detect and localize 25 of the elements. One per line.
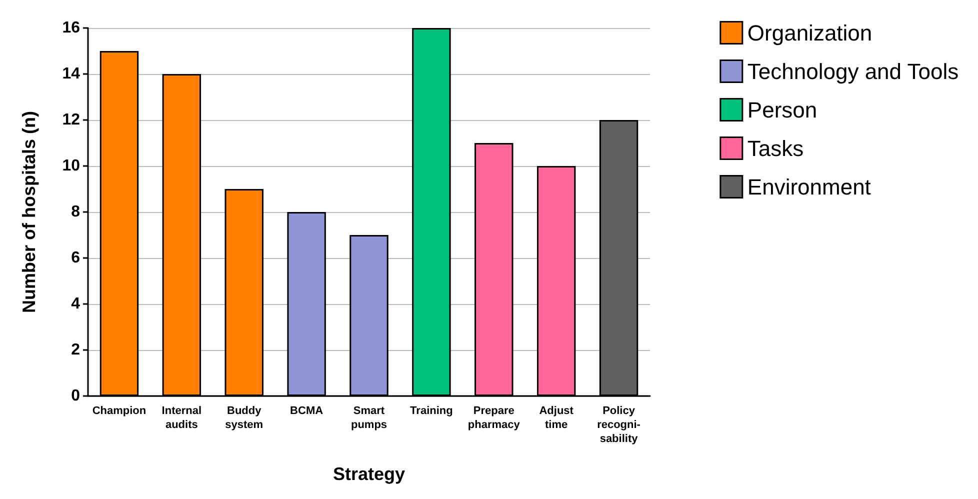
legend-label: Organization bbox=[747, 20, 872, 46]
y-axis-title: Number of hospitals (n) bbox=[19, 110, 39, 313]
y-tick-label: 12 bbox=[62, 112, 80, 128]
x-tick-label: Prepare pharmacy bbox=[468, 405, 521, 431]
y-tick-label: 2 bbox=[71, 342, 80, 358]
x-tick-label: Training bbox=[410, 405, 453, 417]
x-tick-label: Adjust time bbox=[539, 405, 574, 431]
x-tick-label: Smart pumps bbox=[350, 405, 388, 431]
y-tick-label: 10 bbox=[62, 158, 80, 174]
y-tick-label: 16 bbox=[62, 20, 80, 36]
y-tick-label: 4 bbox=[71, 296, 80, 312]
legend-label: Environment bbox=[747, 174, 871, 200]
y-tick-label: 6 bbox=[71, 250, 80, 266]
x-tick-label: BCMA bbox=[290, 405, 324, 417]
x-tick-label: Internal audits bbox=[162, 405, 202, 431]
y-tick-label: 8 bbox=[71, 204, 80, 220]
x-tick-label: Policy recogni- sability bbox=[597, 405, 641, 445]
x-tick-label: Champion bbox=[92, 405, 146, 417]
legend-label: Person bbox=[747, 97, 818, 122]
y-tick-label: 0 bbox=[71, 388, 80, 404]
x-axis-title: Strategy bbox=[332, 464, 406, 484]
y-tick-label: 14 bbox=[62, 66, 80, 82]
legend-label: Tasks bbox=[747, 136, 804, 161]
legend-label: Technology and Tools bbox=[747, 58, 959, 84]
x-tick-label: Buddy system bbox=[225, 405, 264, 431]
